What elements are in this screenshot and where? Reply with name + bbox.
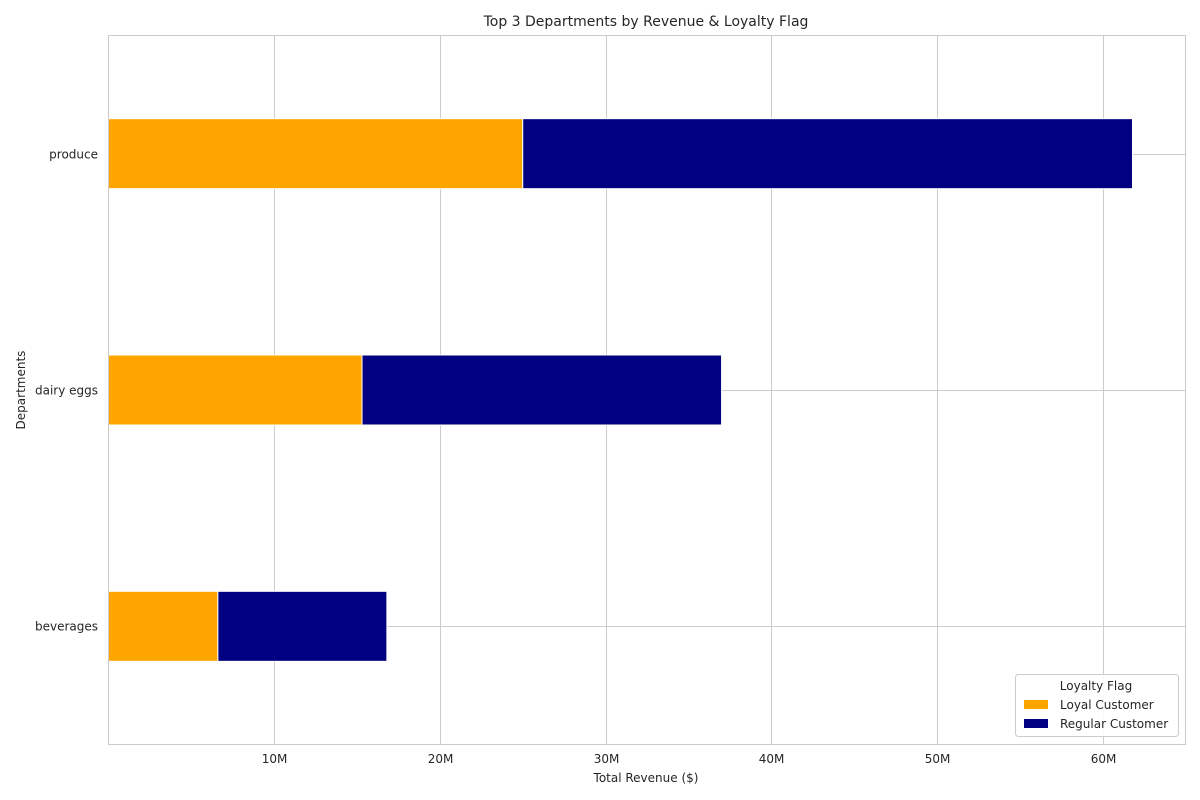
legend-swatch-loyal <box>1024 700 1048 709</box>
legend-label-loyal: Loyal Customer <box>1060 698 1154 712</box>
legend-label-regular: Regular Customer <box>1060 717 1168 731</box>
bars <box>109 119 1133 662</box>
legend-title: Loyalty Flag <box>1060 679 1132 693</box>
y-tick-label: beverages <box>35 620 98 634</box>
y-axis-label: Departments <box>14 351 28 430</box>
bar-dairy-eggs-loyal <box>109 355 363 425</box>
bar-produce-regular <box>523 119 1133 189</box>
x-tick-label: 20M <box>428 752 454 766</box>
x-tick-label: 30M <box>594 752 620 766</box>
legend: Loyalty Flag Loyal Customer Regular Cust… <box>1016 675 1179 737</box>
y-tick-label: produce <box>49 148 98 162</box>
x-tick-label: 60M <box>1091 752 1117 766</box>
y-axis: produce dairy eggs beverages <box>35 148 98 634</box>
x-tick-label: 10M <box>262 752 288 766</box>
bar-dairy-eggs-regular <box>362 355 722 425</box>
x-tick-label: 40M <box>759 752 785 766</box>
legend-swatch-regular <box>1024 719 1048 728</box>
bar-beverages-regular <box>218 591 387 661</box>
chart-title: Top 3 Departments by Revenue & Loyalty F… <box>483 14 809 30</box>
bar-produce-loyal <box>109 119 523 189</box>
y-tick-label: dairy eggs <box>35 384 98 398</box>
x-axis: 10M 20M 30M 40M 50M 60M <box>262 752 1117 766</box>
x-tick-label: 50M <box>925 752 951 766</box>
x-axis-label: Total Revenue ($) <box>593 771 699 785</box>
bar-beverages-loyal <box>109 591 218 661</box>
